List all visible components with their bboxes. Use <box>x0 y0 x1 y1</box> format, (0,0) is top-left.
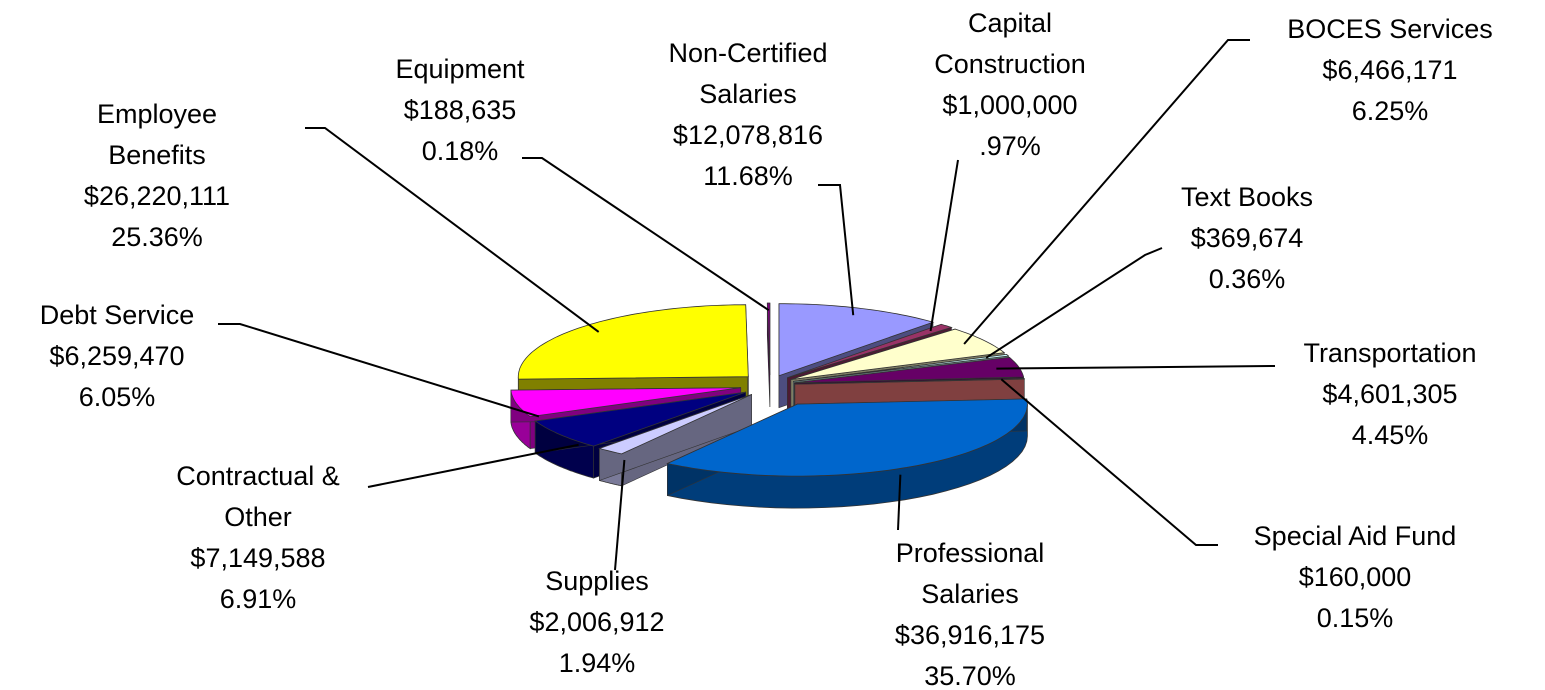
percent-label: 0.15% <box>1317 603 1394 633</box>
category-label: Contractual & <box>176 461 340 491</box>
category-label: Employee Benefits <box>97 99 217 170</box>
data-label: Equipment $188,635 0.18% <box>395 54 525 166</box>
percent-label: 0.18% <box>422 136 499 166</box>
data-label: Text Books $369,674 0.36% <box>1181 182 1313 294</box>
amount-label: $369,674 <box>1191 223 1304 253</box>
category-label: Equipment <box>395 54 525 84</box>
category-label: Professional Salaries <box>896 538 1045 609</box>
slice <box>778 303 935 377</box>
percent-label: 4.45% <box>1352 420 1429 450</box>
slice <box>794 377 1025 385</box>
leader-line <box>996 365 1276 370</box>
leader-line <box>522 157 770 312</box>
amount-label: $26,220,111 <box>84 181 230 211</box>
category-label: Other <box>224 502 292 532</box>
pie <box>510 302 1028 509</box>
category-label: Benefits <box>108 140 206 170</box>
percent-label: 6.05% <box>79 382 156 412</box>
category-label: Contractual & Other <box>176 461 340 532</box>
category-label: Construction <box>934 49 1086 79</box>
category-label: Non-Certified <box>668 38 827 68</box>
slice <box>787 323 953 379</box>
percent-label: 25.36% <box>111 222 203 252</box>
percent-label: 11.68% <box>703 161 793 191</box>
data-label: BOCES Services $6,466,171 6.25% <box>1287 14 1493 126</box>
percent-label: 6.91% <box>220 584 297 614</box>
category-label: Transportation <box>1303 338 1476 368</box>
data-label: Employee Benefits $26,220,111 25.36% <box>84 99 230 252</box>
leader-line <box>963 39 1250 345</box>
amount-label: $1,000,000 <box>942 90 1077 120</box>
data-label: Capital Construction $1,000,000 .97% <box>934 8 1086 161</box>
data-label: Supplies $2,006,912 1.94% <box>529 566 664 678</box>
category-label: Employee <box>97 99 217 129</box>
percent-label: 6.25% <box>1352 96 1429 126</box>
percent-label: 0.36% <box>1209 264 1286 294</box>
category-label: Capital Construction <box>934 8 1086 79</box>
amount-label: $6,466,171 <box>1322 55 1457 85</box>
amount-label: $4,601,305 <box>1322 379 1457 409</box>
amount-label: $2,006,912 <box>529 607 664 637</box>
slice <box>793 353 1010 382</box>
amount-label: $7,149,588 <box>190 543 325 573</box>
category-label: Supplies <box>545 566 649 596</box>
percent-label: 35.70% <box>924 661 1016 690</box>
data-label: Contractual & Other $7,149,588 6.91% <box>176 461 340 614</box>
data-label: Non-Certified Salaries $12,078,816 11.68% <box>668 38 827 191</box>
leader-line <box>1000 378 1218 546</box>
category-label: Salaries <box>921 579 1019 609</box>
data-label: Debt Service $6,259,470 6.05% <box>40 300 195 412</box>
category-label: Salaries <box>699 79 797 109</box>
amount-label: $12,078,816 <box>673 120 823 150</box>
category-label: Non-Certified Salaries <box>668 38 827 109</box>
slice <box>794 356 1025 384</box>
percent-label: .97% <box>979 131 1041 161</box>
category-label: BOCES Services <box>1287 14 1493 44</box>
leader-line <box>305 127 600 333</box>
data-label: Professional Salaries $36,916,175 35.70% <box>895 538 1045 690</box>
amount-label: $160,000 <box>1299 562 1412 592</box>
data-label: Transportation $4,601,305 4.45% <box>1303 338 1476 450</box>
leader-line <box>614 459 626 571</box>
leader-line <box>818 184 855 316</box>
category-label: Debt Service <box>40 300 195 330</box>
leader-line <box>367 443 579 488</box>
category-label: Professional <box>896 538 1045 568</box>
slice <box>598 394 752 455</box>
leader-line <box>929 159 959 332</box>
amount-label: $36,916,175 <box>895 620 1045 650</box>
leader-line <box>897 474 902 531</box>
percent-label: 1.94% <box>559 648 636 678</box>
amount-label: $188,635 <box>404 95 517 125</box>
leader-line <box>985 247 1163 359</box>
category-label: Text Books <box>1181 182 1313 212</box>
leader-line <box>218 323 540 418</box>
category-label: Capital <box>968 8 1052 38</box>
slice <box>534 391 746 447</box>
amount-label: $6,259,470 <box>49 341 184 371</box>
slice <box>766 302 771 376</box>
data-label: Special Aid Fund $160,000 0.15% <box>1254 521 1457 633</box>
category-label: Special Aid Fund <box>1254 521 1457 551</box>
slice <box>517 304 749 380</box>
slice <box>666 398 1028 477</box>
